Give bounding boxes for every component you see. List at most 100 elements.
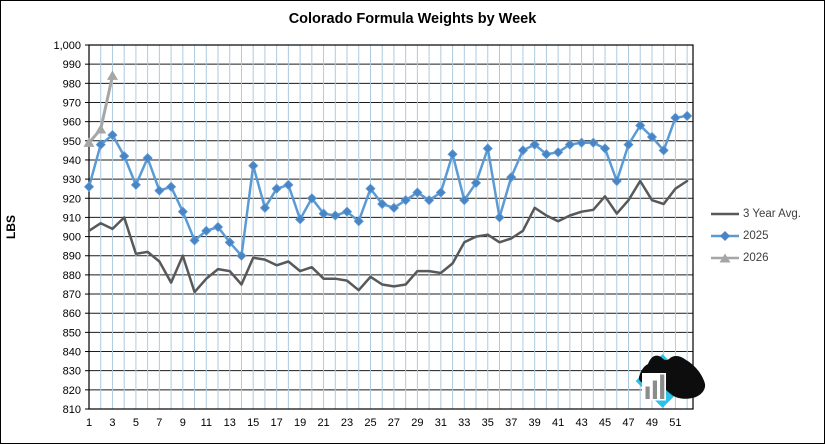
cow-head-icon [638,355,706,399]
diamond-marker [611,175,622,187]
x-tick-label: 41 [552,417,564,429]
y-tick-label: 920 [63,193,81,205]
legend-label: 2026 [743,252,769,264]
y-tick-label: 810 [63,404,81,416]
plot-border [88,44,694,410]
diamond-marker [646,131,658,143]
diamond-marker [271,183,282,194]
diamond-marker [107,129,118,141]
diamond-marker [670,112,681,123]
x-tick-label: 45 [599,417,611,429]
diamond-marker [295,214,306,225]
diamond-marker [236,250,247,261]
x-tick-label: 37 [505,417,517,429]
x-tick-label: 9 [180,417,186,429]
y-tick-label: 890 [63,251,81,263]
y-tick-label: 870 [63,289,81,301]
diamond-marker [658,145,669,156]
diamond-marker [283,179,294,190]
diamond-marker [682,110,693,121]
x-tick-label: 27 [388,417,400,429]
diamond-marker [564,139,575,150]
x-tick-label: 39 [529,417,541,429]
diamond-marker [318,208,329,219]
x-tick-label: 3 [109,417,115,429]
legend: 3 Year Avg. 2025 2026 [710,203,801,269]
legend-item-3-year-avg: 3 Year Avg. [710,203,801,225]
diamond-marker [435,187,446,198]
triangle-marker [106,70,118,80]
diamond-marker [588,137,599,148]
y-tick-label: 980 [63,78,81,90]
diamond-marker [623,139,634,150]
legend-item-2026: 2026 [710,247,801,269]
x-tick-label: 15 [247,417,259,429]
x-tick-label: 43 [575,417,587,429]
y-tick-label: 910 [63,212,81,224]
x-tick-label: 19 [294,417,306,429]
diamond-marker [306,193,317,204]
x-tick-label: 1 [86,417,92,429]
y-axis-title: LBS [4,215,18,239]
y-tick-label: 850 [63,327,81,339]
diamond-marker [201,225,212,236]
y-tick-label: 940 [63,155,81,167]
legend-label: 2025 [743,230,769,242]
legend-item-2025: 2025 [710,225,801,247]
y-tick-label: 1,000 [53,40,81,52]
diamond-marker [259,202,270,213]
x-tick-label: 35 [482,417,494,429]
chart-title: Colorado Formula Weights by Week [288,11,537,27]
diamond-marker [212,221,224,233]
x-tick-label: 47 [622,417,634,429]
series-3-year-avg--line [87,179,689,294]
x-tick-label: 33 [458,417,470,429]
diamond-marker [248,160,259,171]
diamond-marker [189,235,200,246]
x-tick-label: 23 [341,417,353,429]
diamond-marker [224,237,235,248]
x-tick-label: 7 [156,417,162,429]
diamond-marker [130,179,141,190]
diamond-marker [353,216,364,227]
diamond-marker [470,177,482,189]
diamond-marker [365,183,376,194]
series-2025-line [87,114,689,257]
diamond-marker [494,212,505,223]
diamond-line-swatch-icon [711,231,739,241]
diamond-marker [341,206,353,217]
x-tick-label: 11 [201,417,212,429]
diamond-marker [412,187,423,198]
y-tick-label: 970 [63,97,81,109]
cattle-analytics-logo [635,354,706,408]
line-swatch-icon [711,212,739,216]
x-tick-label: 49 [646,417,658,429]
diamond-marker [541,149,552,160]
diamond-marker [424,195,435,206]
y-tick-label: 840 [63,347,81,359]
y-tick-label: 930 [63,174,81,186]
bar-chart-icon [645,374,665,399]
diamond-marker [447,149,458,160]
y-tick-label: 960 [63,117,81,129]
diamond-marker [506,172,517,183]
x-tick-label: 29 [411,417,423,429]
diamond-marker [177,206,188,217]
diamond-marker [330,210,341,221]
diamond-marker [388,202,399,213]
x-tick-label: 13 [224,417,236,429]
diamond-marker [576,137,587,148]
diamond-marker [154,185,165,196]
y-tick-label: 880 [63,270,81,282]
x-tick-label: 25 [364,417,376,429]
y-tick-label: 990 [63,59,81,71]
diamond-marker [529,139,540,150]
triangle-marker [95,123,107,134]
legend-label: 3 Year Avg. [743,208,801,220]
diamond-marker [459,195,470,206]
x-tick-label: 5 [133,417,139,429]
diamond-marker [142,152,153,164]
x-tick-label: 51 [669,417,681,429]
